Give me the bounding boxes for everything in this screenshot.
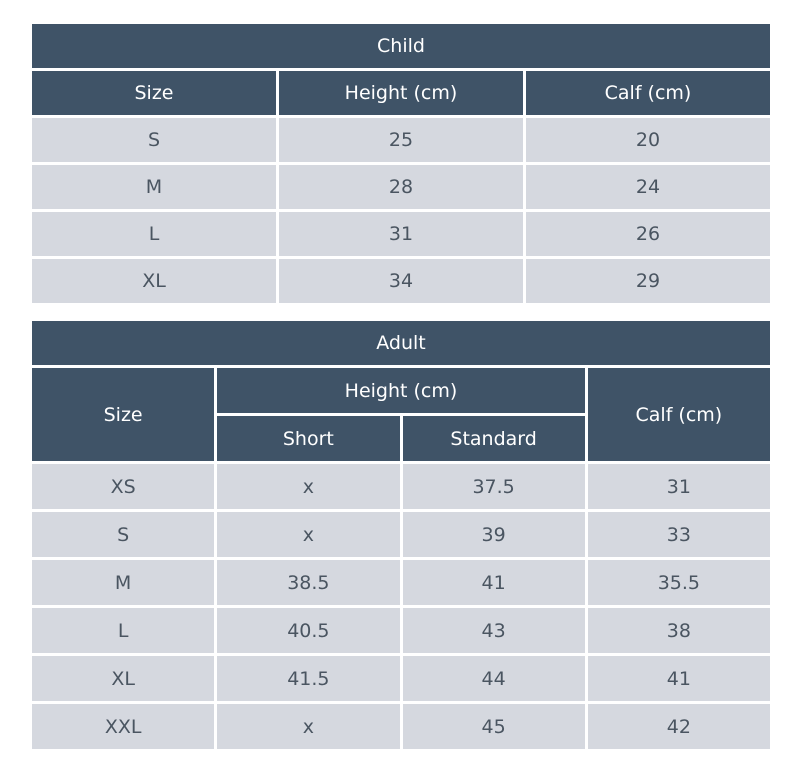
column-header: Size	[32, 71, 276, 115]
table-cell: 29	[526, 259, 770, 303]
table-cell: 28	[279, 165, 523, 209]
table-cell: 42	[587, 704, 770, 749]
table-cell: 33	[587, 512, 770, 557]
table-cell: S	[32, 512, 215, 557]
table-cell: 45	[402, 704, 585, 749]
table-cell: 31	[587, 464, 770, 509]
table-cell: XL	[32, 259, 276, 303]
table-cell: x	[217, 464, 400, 509]
column-header: Height (cm)	[217, 368, 585, 413]
table-cell: 31	[279, 212, 523, 256]
table-cell: XL	[32, 656, 215, 701]
table-cell: x	[217, 704, 400, 749]
table-cell: 43	[402, 608, 585, 653]
table-cell: 25	[279, 118, 523, 162]
table-cell: 40.5	[217, 608, 400, 653]
table-cell: M	[32, 560, 215, 605]
table-cell: 35.5	[587, 560, 770, 605]
table-cell: 26	[526, 212, 770, 256]
column-header: Calf (cm)	[526, 71, 770, 115]
column-header: Calf (cm)	[587, 368, 770, 461]
child-table: Child Size Height (cm) Calf (cm) S 25 20 M 2…	[32, 24, 770, 303]
table-cell: 37.5	[402, 464, 585, 509]
table-cell: 20	[526, 118, 770, 162]
sub-header: Short	[217, 416, 400, 461]
table-cell: 41	[587, 656, 770, 701]
table-cell: XS	[32, 464, 215, 509]
table-cell: 38.5	[217, 560, 400, 605]
table-cell: XXL	[32, 704, 215, 749]
table-cell: L	[32, 212, 276, 256]
table-title: Adult	[32, 321, 770, 365]
column-header: Size	[32, 368, 215, 461]
table-cell: 24	[526, 165, 770, 209]
table-title: Child	[32, 24, 770, 68]
table-cell: 39	[402, 512, 585, 557]
column-header: Height (cm)	[279, 71, 523, 115]
table-cell: M	[32, 165, 276, 209]
table-cell: 41.5	[217, 656, 400, 701]
table-cell: 41	[402, 560, 585, 605]
sub-header: Standard	[402, 416, 585, 461]
table-cell: L	[32, 608, 215, 653]
table-cell: S	[32, 118, 276, 162]
table-cell: x	[217, 512, 400, 557]
table-cell: 38	[587, 608, 770, 653]
table-cell: 34	[279, 259, 523, 303]
table-cell: 44	[402, 656, 585, 701]
adult-table: Adult Size Height (cm) Calf (cm) Short S…	[32, 321, 770, 749]
